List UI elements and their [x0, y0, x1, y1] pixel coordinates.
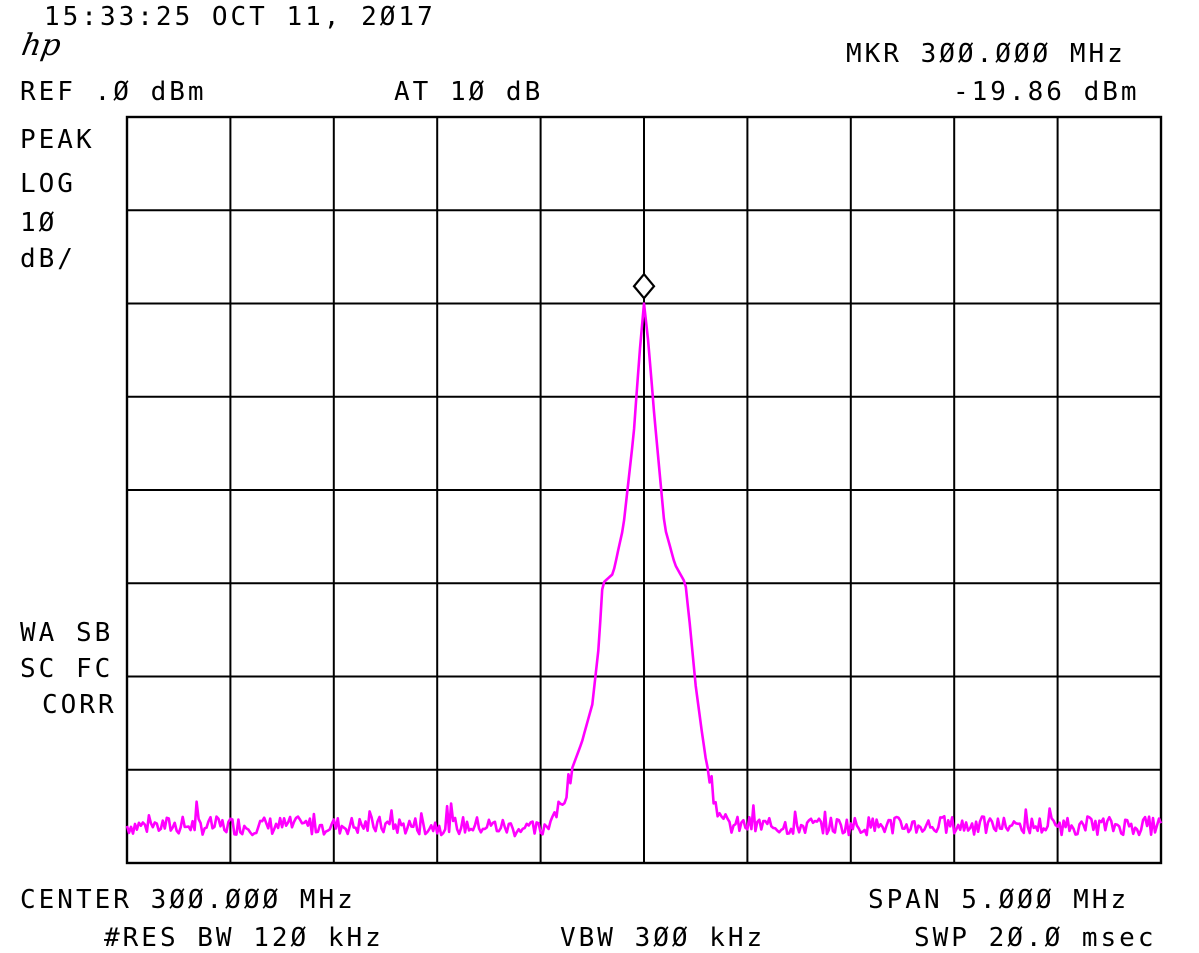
marker-level: -19.86 dBm — [953, 77, 1140, 107]
attenuation: AT 1Ø dB — [394, 77, 544, 107]
scale-type: LOG — [20, 169, 76, 199]
scale-unit: dB/ — [20, 244, 76, 274]
marker-diamond-icon — [632, 272, 656, 300]
status-flags-2: SC FC — [20, 654, 114, 684]
scale-value: 1Ø — [20, 208, 58, 238]
spectrum-trace — [125, 302, 1163, 838]
status-flags-3: CORR — [42, 690, 117, 720]
video-bandwidth: VBW 3ØØ kHz — [560, 923, 766, 953]
graticule — [125, 115, 1163, 865]
span: SPAN 5.ØØØ MHz — [868, 885, 1130, 915]
status-flags-1: WA SB — [20, 618, 114, 648]
center-frequency: CENTER 3ØØ.ØØØ MHz — [20, 885, 356, 915]
resolution-bandwidth: #RES BW 12Ø kHz — [104, 923, 384, 953]
marker-frequency: MKR 3ØØ.ØØØ MHz — [846, 39, 1126, 69]
hp-logo: hp — [18, 28, 64, 63]
timestamp: 15:33:25 OCT 11, 2Ø17 — [44, 2, 436, 32]
sweep-time: SWP 2Ø.Ø msec — [914, 923, 1157, 953]
detector-mode: PEAK — [20, 125, 95, 155]
reference-level: REF .Ø dBm — [20, 77, 207, 107]
